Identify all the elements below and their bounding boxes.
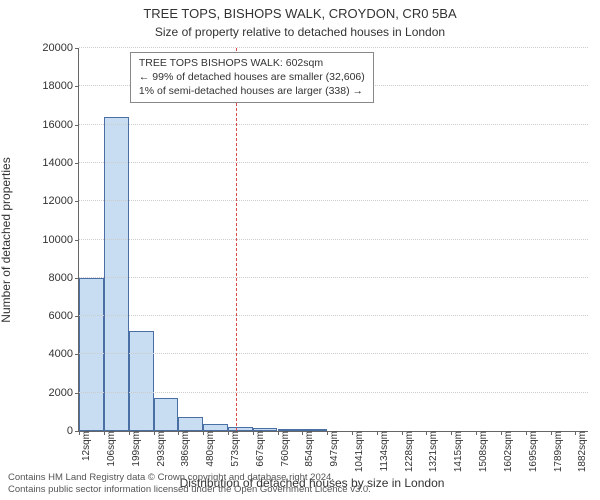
gridline [79, 277, 588, 278]
histogram-bar [178, 417, 203, 431]
histogram-bar [104, 117, 129, 431]
x-tick-label: 199sqm [127, 431, 142, 467]
y-tick-label: 14000 [42, 157, 79, 169]
x-tick-label: 293sqm [152, 431, 167, 467]
x-tick-label: 1415sqm [449, 431, 464, 472]
legend-line: ← 99% of detached houses are smaller (32… [139, 70, 365, 84]
reference-line [236, 48, 237, 431]
chart-subtitle: Size of property relative to detached ho… [0, 23, 600, 39]
gridline [79, 162, 588, 163]
legend-line: TREE TOPS BISHOPS WALK: 602sqm [139, 56, 365, 70]
x-tick-label: 667sqm [251, 431, 266, 467]
x-tick-label: 1041sqm [350, 431, 365, 472]
legend-box: TREE TOPS BISHOPS WALK: 602sqm← 99% of d… [130, 52, 374, 103]
bars-layer [79, 48, 588, 431]
histogram-bar [203, 424, 228, 431]
y-tick-label: 8000 [49, 272, 79, 284]
footer-line-2: Contains public sector information licen… [8, 484, 371, 496]
plot-region: 0200040006000800010000120001400016000180… [78, 48, 588, 432]
histogram-bar [79, 278, 104, 431]
histogram-bar [154, 398, 179, 432]
y-tick-label: 20000 [42, 42, 79, 54]
gridline [79, 47, 588, 48]
x-tick-label: 573sqm [226, 431, 241, 467]
x-tick-label: 1508sqm [474, 431, 489, 472]
x-tick-label: 1882sqm [573, 431, 588, 472]
y-tick-label: 2000 [49, 387, 79, 399]
gridline [79, 124, 588, 125]
x-tick-label: 386sqm [176, 431, 191, 467]
x-tick-label: 947sqm [325, 431, 340, 467]
x-tick-label: 480sqm [201, 431, 216, 467]
x-tick-label: 1695sqm [524, 431, 539, 472]
y-tick-label: 12000 [42, 195, 79, 207]
x-tick-label: 760sqm [276, 431, 291, 467]
y-tick-label: 10000 [42, 234, 79, 246]
y-tick-label: 4000 [49, 348, 79, 360]
chart-title: TREE TOPS, BISHOPS WALK, CROYDON, CR0 5B… [0, 0, 600, 23]
x-tick-label: 1134sqm [375, 431, 390, 471]
y-tick-label: 6000 [49, 310, 79, 322]
x-tick-label: 1321sqm [424, 431, 439, 472]
legend-line: 1% of semi-detached houses are larger (3… [139, 84, 365, 98]
footer-line-1: Contains HM Land Registry data © Crown c… [8, 472, 371, 484]
gridline [79, 315, 588, 316]
x-tick-label: 12sqm [77, 431, 92, 461]
y-tick-label: 18000 [42, 80, 79, 92]
x-tick-label: 854sqm [300, 431, 315, 467]
y-axis-label: Number of detached properties [0, 157, 13, 322]
y-tick-label: 16000 [42, 119, 79, 131]
x-tick-label: 106sqm [102, 431, 117, 467]
x-tick-label: 1602sqm [499, 431, 514, 472]
gridline [79, 200, 588, 201]
histogram-bar [129, 331, 154, 431]
gridline [79, 239, 588, 240]
gridline [79, 392, 588, 393]
attribution-footer: Contains HM Land Registry data © Crown c… [8, 472, 371, 496]
x-tick-label: 1789sqm [549, 431, 564, 472]
gridline [79, 353, 588, 354]
x-tick-label: 1228sqm [400, 431, 415, 472]
chart-area: Number of detached properties Distributi… [36, 48, 588, 432]
